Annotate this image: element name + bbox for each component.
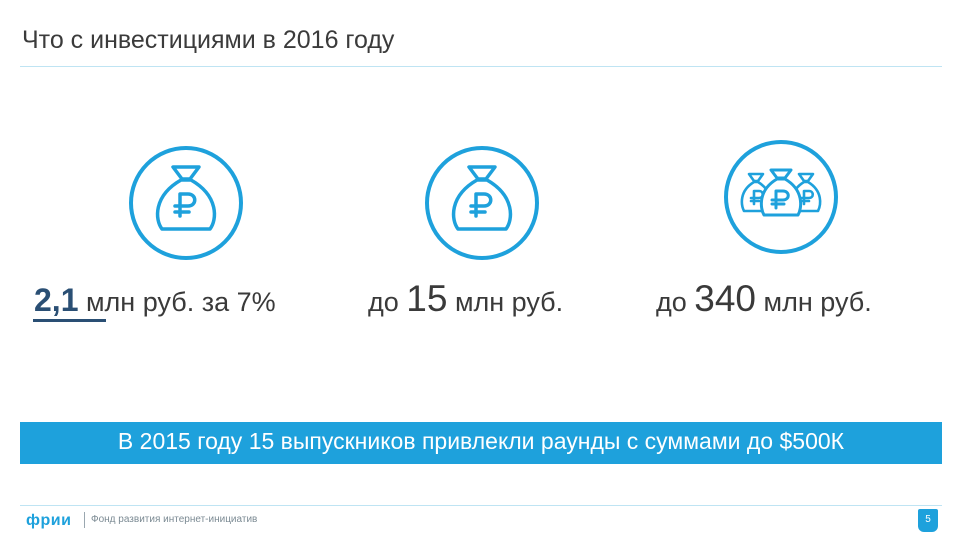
- footer-divider: [20, 505, 942, 506]
- amount-1-text: млн руб. за 7%: [78, 287, 276, 317]
- banner-text: В 2015 году 15 выпускников привлекли рау…: [117, 428, 845, 454]
- info-banner: В 2015 году 15 выпускников привлекли рау…: [20, 422, 942, 464]
- slide-title: Что с инвестициями в 2016 году: [22, 26, 395, 54]
- amount-2-text: млн руб.: [447, 287, 564, 317]
- money-bag-icon: [129, 146, 243, 260]
- amount-2: до 15 млн руб.: [368, 278, 563, 320]
- company-logo: фрии: [26, 512, 72, 529]
- amount-3-value: 340: [694, 278, 757, 319]
- title-divider: [20, 66, 942, 67]
- money-bags-icon: [724, 140, 838, 254]
- amount-1-value: 2,1: [34, 282, 79, 318]
- amount-3-prefix: до: [656, 287, 695, 317]
- money-bag-icon: [425, 146, 539, 260]
- amount-1-underline: [33, 319, 106, 322]
- amount-1: 2,1 млн руб. за 7%: [34, 282, 276, 319]
- footer-tagline: Фонд развития интернет-инициатив: [91, 514, 258, 525]
- amount-3: до 340 млн руб.: [656, 278, 872, 320]
- page-number: 5: [918, 509, 938, 532]
- amount-2-value: 15: [406, 278, 448, 319]
- amount-2-prefix: до: [368, 287, 407, 317]
- amount-3-text: млн руб.: [756, 287, 872, 317]
- logo-separator: [84, 512, 85, 528]
